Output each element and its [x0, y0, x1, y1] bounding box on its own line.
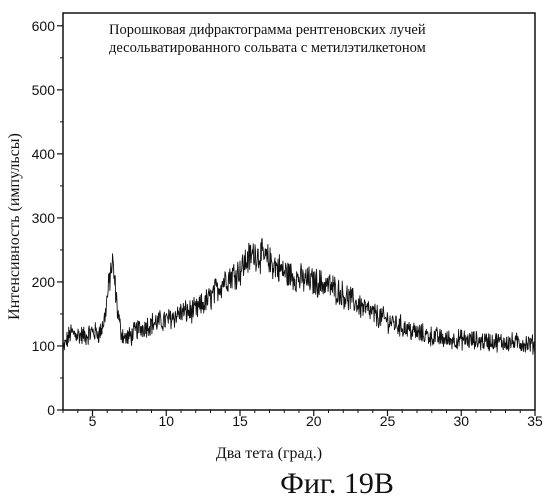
chart-title-line-1: Порошковая дифрактограмма рентгеновских …	[109, 22, 426, 38]
x-tick-label: 5	[89, 413, 97, 429]
x-tick-label: 30	[453, 413, 469, 429]
x-tick-label: 10	[158, 413, 174, 429]
y-tick-label: 0	[47, 402, 55, 418]
y-axis-title: Интенсивность (импульсы)	[6, 133, 23, 320]
plot-frame	[62, 12, 536, 411]
y-tick-label: 600	[32, 18, 56, 34]
x-axis: 5 10 15 20 25 30 35	[62, 410, 543, 429]
chart-title-line-2: десольватированного сольвата с метилэтил…	[109, 40, 426, 56]
y-axis: 0 100 200 300 400 500 600	[32, 18, 63, 418]
y-tick-label: 300	[32, 210, 56, 226]
y-tick-label: 400	[32, 146, 56, 162]
x-tick-label: 20	[306, 413, 322, 429]
y-tick-label: 500	[32, 82, 56, 98]
y-tick-label: 200	[32, 274, 56, 290]
x-tick-label: 25	[380, 413, 396, 429]
x-tick-label: 15	[232, 413, 248, 429]
figure-caption: Фиг. 19B	[280, 467, 394, 500]
y-tick-label: 100	[32, 338, 56, 354]
x-tick-label: 35	[527, 413, 543, 429]
x-axis-title: Два тета (град.)	[216, 445, 322, 462]
diffraction-trace	[62, 238, 536, 355]
